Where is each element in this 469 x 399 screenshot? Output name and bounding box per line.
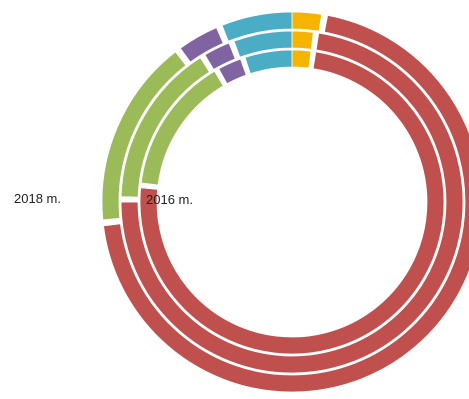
ring-label-2016: 2016 m. [146,192,193,207]
ring-1-segment-0 [291,30,314,50]
ring-2-segment-2 [139,51,445,355]
ring-1-segment-2 [120,32,464,374]
ring-0-segment-0 [291,11,323,32]
ring-0-segment-8 [221,11,293,42]
ring-2-segment-0 [291,49,312,69]
ring-1-segment-8 [233,30,293,58]
ring-label-2018: 2018 m. [14,191,61,206]
ring-0-segment-2 [103,14,469,393]
ring-2-segment-8 [244,49,293,75]
donut-rings [101,11,469,393]
